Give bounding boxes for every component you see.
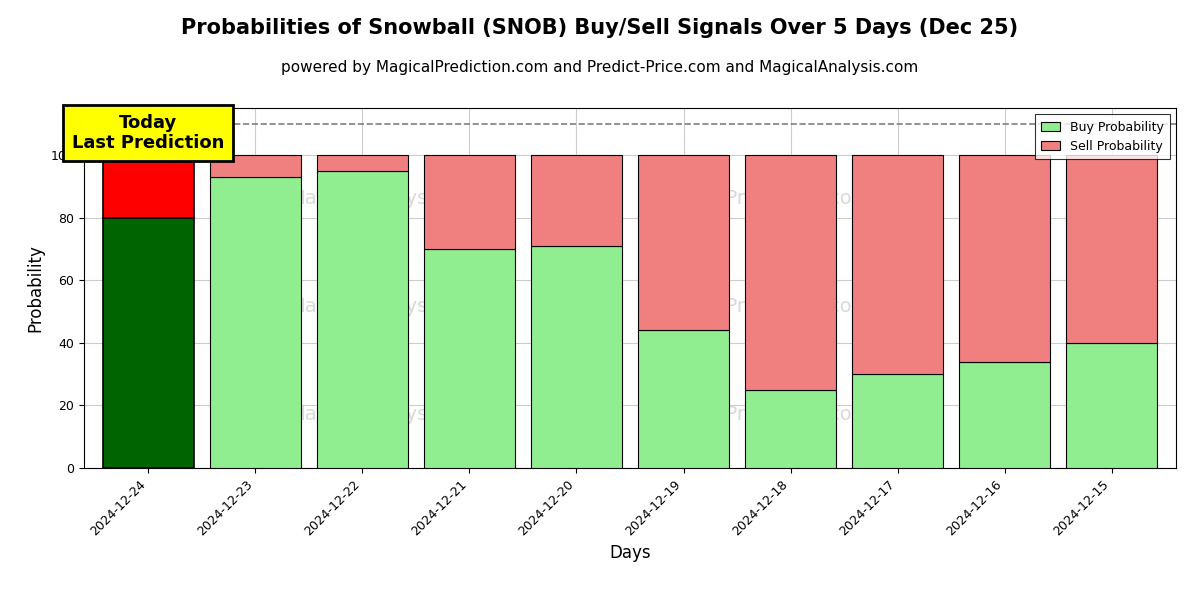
Legend: Buy Probability, Sell Probability: Buy Probability, Sell Probability [1034, 114, 1170, 159]
Bar [530, 246, 622, 468]
Bar [959, 155, 1050, 362]
Bar [638, 155, 730, 330]
Bar [424, 155, 515, 249]
Bar [317, 155, 408, 170]
Text: MagicalAnalysis.com: MagicalAnalysis.com [288, 404, 491, 424]
Bar [317, 170, 408, 468]
Text: powered by MagicalPrediction.com and Predict-Price.com and MagicalAnalysis.com: powered by MagicalPrediction.com and Pre… [281, 60, 919, 75]
Text: MagicalPrediction.com: MagicalPrediction.com [652, 404, 871, 424]
Bar [959, 362, 1050, 468]
X-axis label: Days: Days [610, 544, 650, 562]
Y-axis label: Probability: Probability [26, 244, 44, 332]
Bar [210, 155, 301, 177]
Bar [638, 330, 730, 468]
Bar [1067, 155, 1157, 343]
Text: MagicalAnalysis.com: MagicalAnalysis.com [288, 296, 491, 316]
Text: Today
Last Prediction: Today Last Prediction [72, 113, 224, 152]
Bar [745, 155, 836, 390]
Text: MagicalAnalysis.com: MagicalAnalysis.com [288, 188, 491, 208]
Text: MagicalPrediction.com: MagicalPrediction.com [652, 188, 871, 208]
Bar [424, 249, 515, 468]
Bar [210, 177, 301, 468]
Bar [530, 155, 622, 246]
Bar [1067, 343, 1157, 468]
Text: MagicalPrediction.com: MagicalPrediction.com [652, 296, 871, 316]
Text: Probabilities of Snowball (SNOB) Buy/Sell Signals Over 5 Days (Dec 25): Probabilities of Snowball (SNOB) Buy/Sel… [181, 18, 1019, 38]
Bar [852, 155, 943, 374]
Bar [852, 374, 943, 468]
Bar [745, 390, 836, 468]
Bar [103, 155, 193, 218]
Bar [103, 218, 193, 468]
